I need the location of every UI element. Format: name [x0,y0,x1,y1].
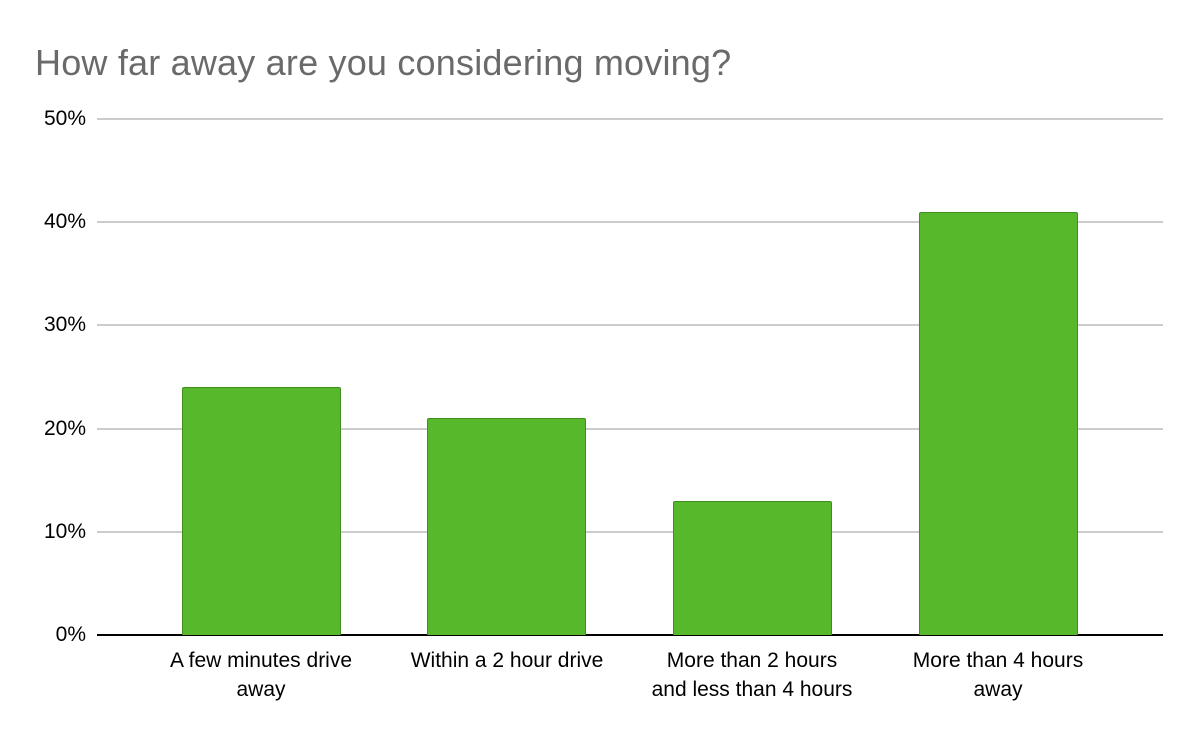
gridline-30% [97,324,1163,326]
y-tick-label-20%: 20% [43,417,86,440]
x-axis-line [97,634,1163,636]
plot-area [97,118,1163,636]
bar-2 [427,418,586,635]
x-category-label-line: away [973,678,1023,701]
gridline-20% [97,428,1163,430]
gridline-50% [97,118,1163,120]
x-category-label-line: away [236,678,286,701]
y-tick-label-40%: 40% [43,210,86,233]
y-tick-label-30%: 30% [43,313,86,336]
x-category-label-line: Within a 2 hour drive [410,649,604,672]
x-category-label-2: Within a 2 hour drive [383,646,631,675]
x-category-label-3: More than 2 hours and less than 4 hours [628,646,876,704]
bar-3 [673,501,832,635]
x-category-label-line: More than 2 hours [666,649,838,672]
y-tick-label-0%: 0% [55,623,86,646]
y-tick-label-50%: 50% [43,107,86,130]
bar-4 [919,212,1078,635]
x-category-label-line: More than 4 hours [912,649,1084,672]
x-category-label-4: More than 4 hours away [874,646,1122,704]
x-category-label-1: A few minutes drive away [137,646,385,704]
bar-1 [182,387,341,635]
gridline-40% [97,221,1163,223]
chart-title: How far away are you considering moving? [35,42,732,83]
x-category-label-line: and less than 4 hours [651,678,853,701]
gridline-10% [97,531,1163,533]
y-tick-label-10%: 10% [43,520,86,543]
x-category-label-line: A few minutes drive [169,649,353,672]
